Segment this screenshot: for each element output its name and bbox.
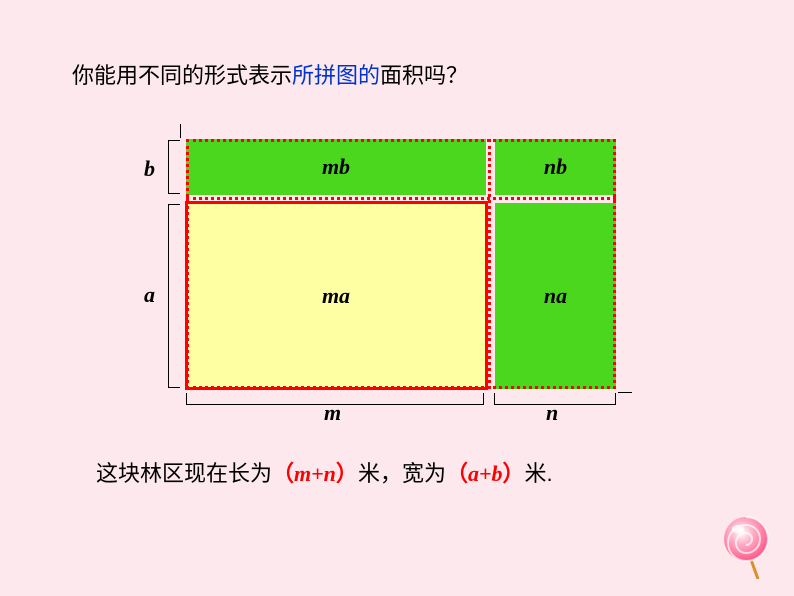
sep: ，宽为 xyxy=(380,461,446,486)
answer-length: （m+n） xyxy=(272,461,358,486)
grid: mb nb ma na xyxy=(186,139,616,389)
cell-mb: mb xyxy=(186,139,486,195)
cell-na: na xyxy=(495,203,616,389)
solid-ma-border xyxy=(185,201,488,390)
tail: 米. xyxy=(525,461,553,486)
inner-h-divider xyxy=(186,197,616,200)
dim-label-m: m xyxy=(324,400,341,426)
cell-nb: nb xyxy=(495,139,616,195)
paren-open-2: （ xyxy=(446,461,468,486)
paren-close-1: ） xyxy=(336,461,358,486)
paren-open-1: （ xyxy=(272,461,294,486)
unit-1: 米 xyxy=(358,461,380,486)
dim-bracket-b xyxy=(168,140,180,194)
len-expr: m+n xyxy=(294,461,336,486)
paren-close-2: ） xyxy=(503,461,525,486)
label-na: na xyxy=(544,283,567,309)
dim-label-b: b xyxy=(144,156,155,182)
answer-width: （a+b） xyxy=(446,461,525,486)
answer-text: 这块林区现在长为（m+n）米，宽为（a+b）米. xyxy=(96,456,553,488)
dim-label-a: a xyxy=(144,282,155,308)
label-nb: nb xyxy=(544,154,567,180)
question-highlight: 所拼图的 xyxy=(292,63,380,88)
answer-t1: 这块林区现在长为 xyxy=(96,461,272,486)
label-mb: mb xyxy=(322,154,350,180)
question-post: 面积吗？ xyxy=(380,63,468,88)
dim-bracket-a xyxy=(168,204,180,388)
wid-expr: a+b xyxy=(468,461,503,486)
dim-right-tick xyxy=(618,392,632,393)
question-pre: 你能用不同的形式表示 xyxy=(72,63,292,88)
inner-v-divider xyxy=(488,139,491,389)
question-text: 你能用不同的形式表示所拼图的面积吗？ xyxy=(72,58,468,90)
dim-top-tick xyxy=(180,124,181,138)
lollipop-icon xyxy=(720,513,776,584)
dim-label-n: n xyxy=(546,400,558,426)
